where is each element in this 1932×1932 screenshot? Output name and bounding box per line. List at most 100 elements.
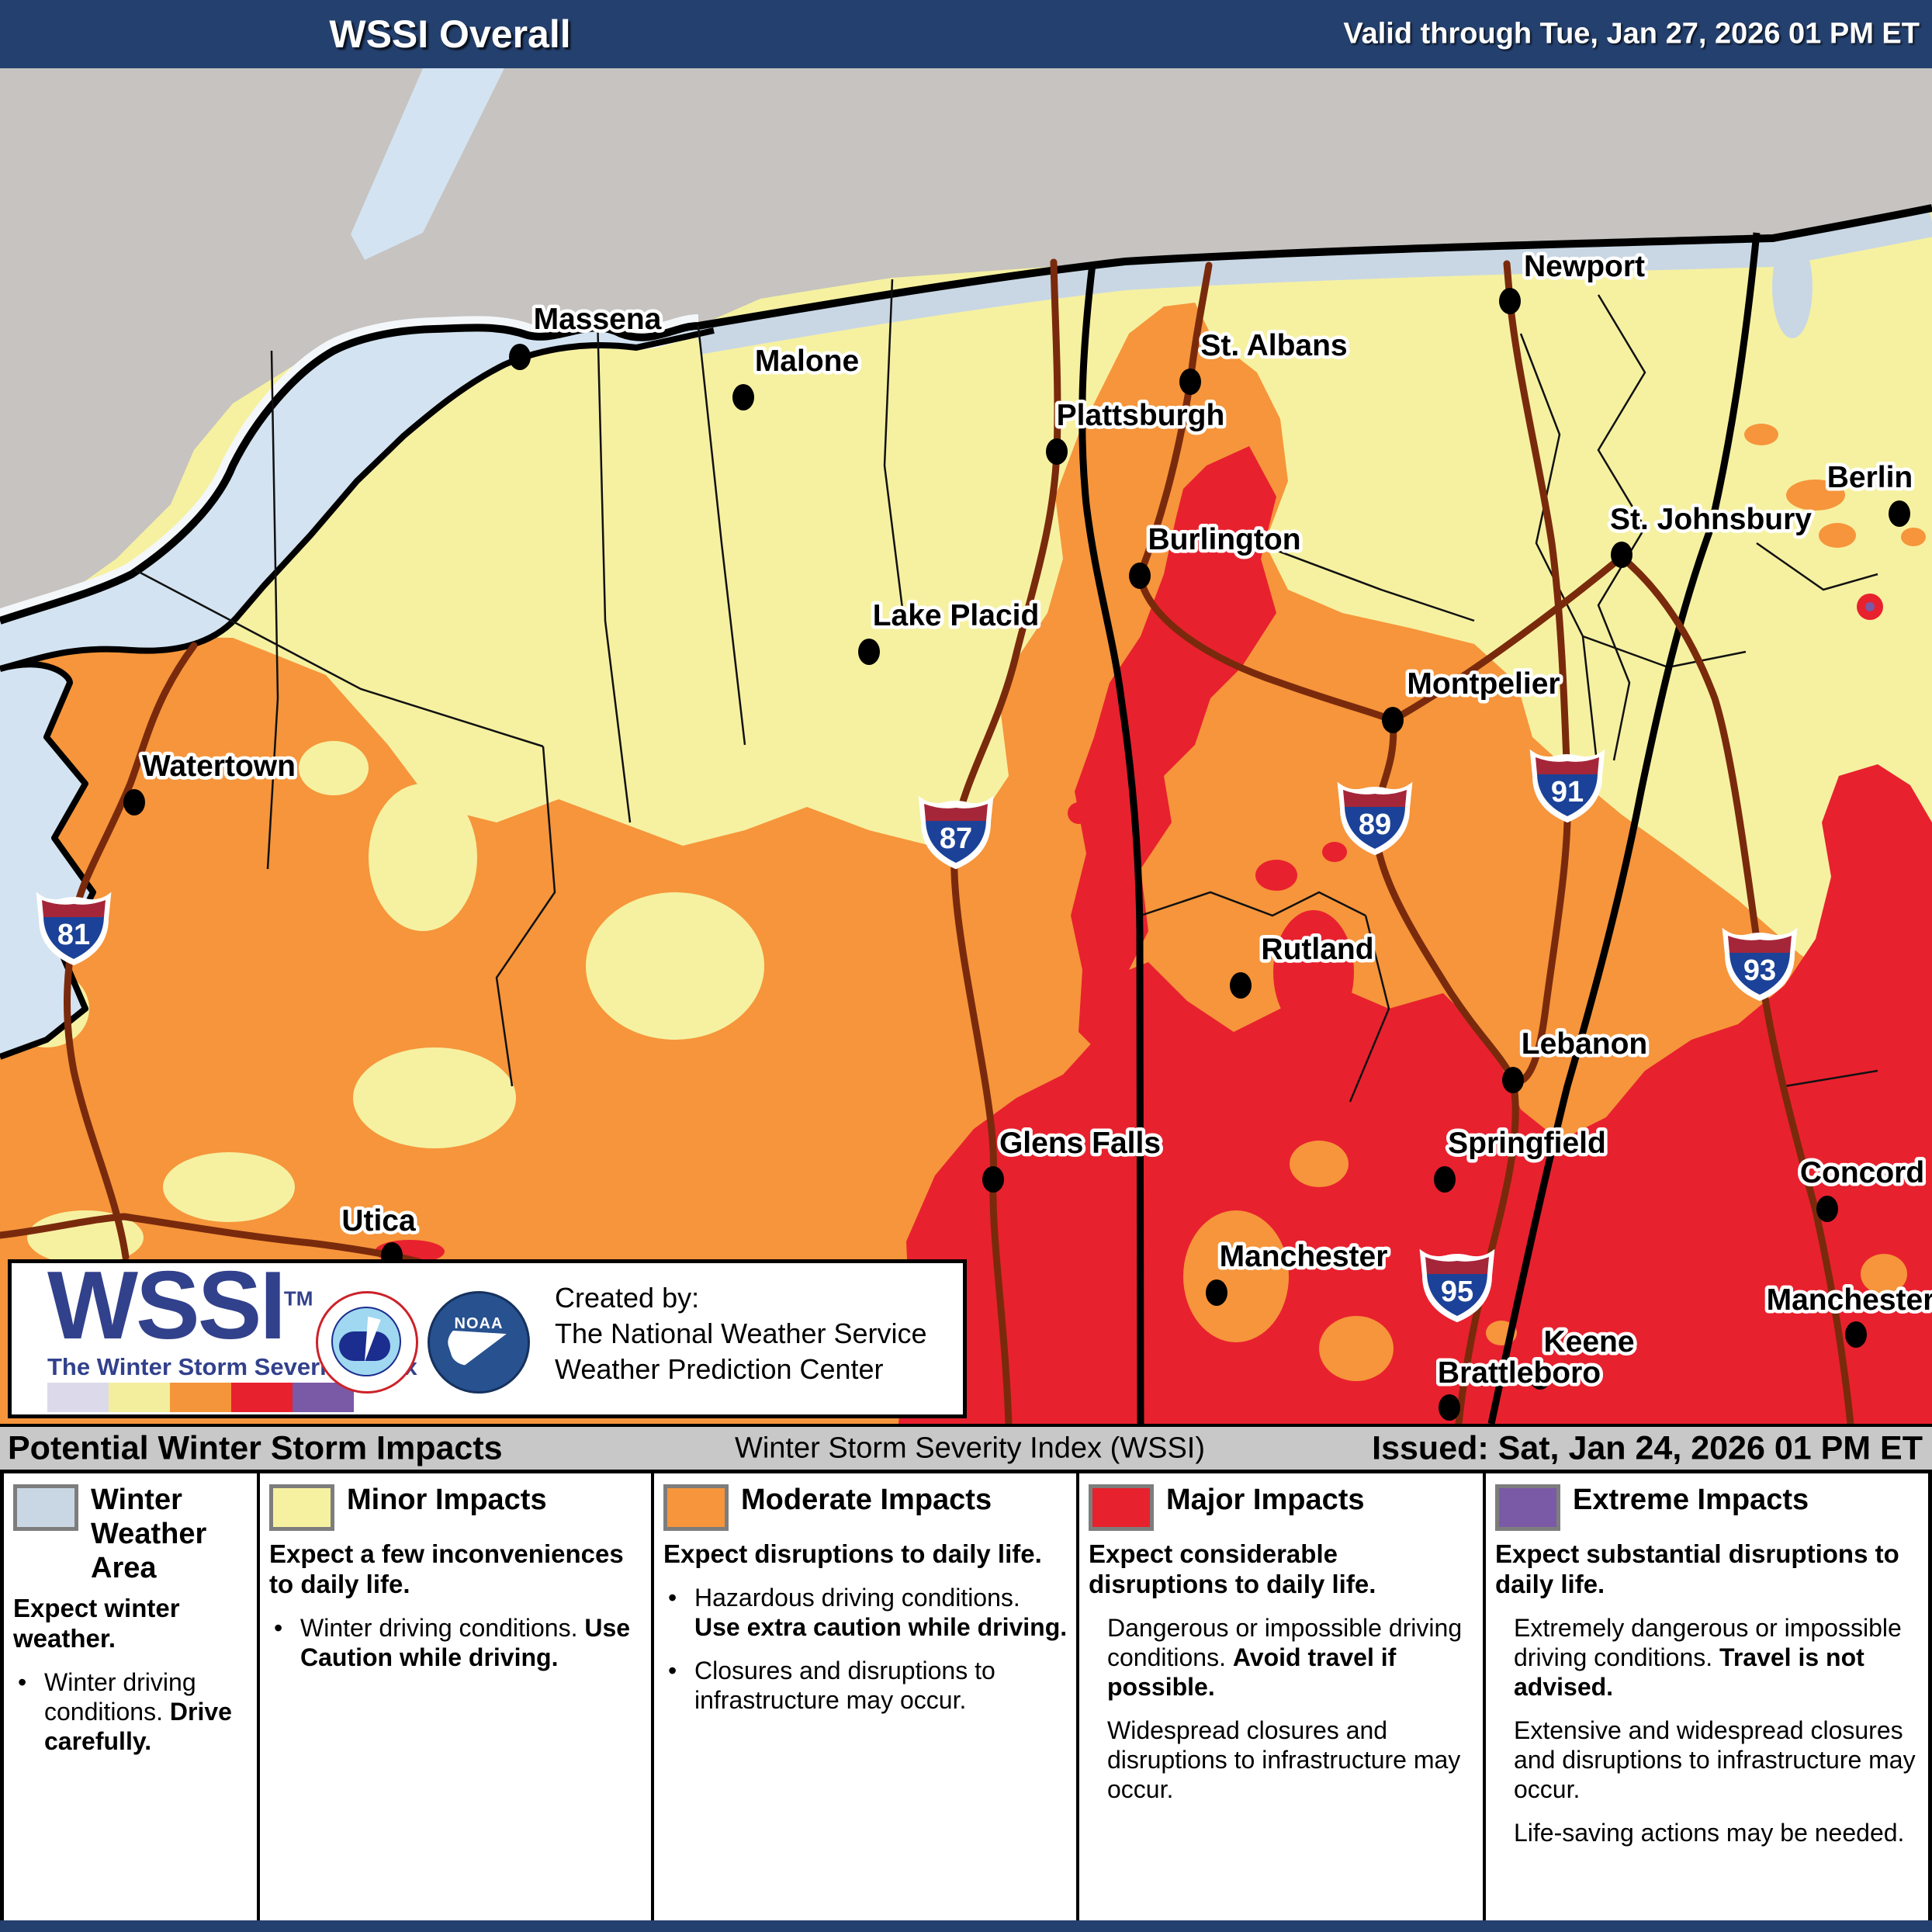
city-label: St. Johnsbury <box>1610 503 1812 536</box>
city-dot <box>982 1166 1004 1193</box>
wssi-logo-box: WSSITM The Winter Storm Severity Index N… <box>8 1252 967 1418</box>
scale-swatch <box>231 1383 293 1412</box>
noaa-label: NOAA <box>454 1315 504 1332</box>
status-bar: Potential Winter Storm Impacts Winter St… <box>0 1424 1932 1473</box>
road-i89 <box>1136 261 1517 1084</box>
legend-title: Major Impacts <box>1166 1484 1365 1516</box>
legend-lead: Expect substantial disruptions to daily … <box>1495 1539 1899 1598</box>
legend-item: Extremely dangerous or impossible drivin… <box>1514 1614 1902 1701</box>
moderate-spots <box>1744 424 1926 548</box>
bullet-icon: • <box>18 1668 27 1696</box>
created-by-text: Created by: The National Weather Service… <box>555 1280 927 1387</box>
canada-region <box>0 68 1932 621</box>
city-dot <box>1179 369 1201 395</box>
valid-through-text: Valid through Tue, Jan 27, 2026 01 PM ET <box>1343 17 1920 50</box>
nws-logo-icon <box>316 1291 418 1394</box>
legend-swatch <box>13 1484 78 1531</box>
city-dot <box>1046 438 1068 465</box>
city-dot <box>1889 500 1910 527</box>
city-label: Burlington <box>1148 523 1300 556</box>
legend-swatch <box>1495 1484 1560 1531</box>
winter-weather-notch <box>1772 236 1813 338</box>
st-lawrence-river <box>351 68 504 260</box>
city-dot <box>1816 1196 1838 1222</box>
city-dot <box>1434 1166 1456 1193</box>
impact-legend: Winter Weather Area Expect winter weather… <box>0 1473 1932 1920</box>
major-impacts-region <box>898 764 1932 1424</box>
legend-lead: Expect a few inconveniences to daily lif… <box>269 1539 624 1598</box>
shield-number: 87 <box>940 822 972 855</box>
city-dot <box>1206 1279 1227 1306</box>
road-ct-river <box>1455 1076 1519 1428</box>
city-label: Rutland <box>1261 933 1373 966</box>
legend-column-extreme-impacts: Extreme Impacts Expect substantial disrup… <box>1486 1473 1929 1920</box>
city-dot <box>1611 542 1633 568</box>
scale-swatch <box>47 1383 109 1412</box>
legend-title: Minor Impacts <box>347 1484 547 1516</box>
interstate-shields: 81 87 89 91 93 95 <box>36 751 1797 1322</box>
international-border <box>0 204 1932 625</box>
major-spine-region <box>1071 446 1276 1055</box>
legend-item: • Winter driving conditions. Drive carefu… <box>18 1668 232 1755</box>
status-left: Potential Winter Storm Impacts <box>8 1429 503 1466</box>
lake-ontario <box>0 664 93 1057</box>
city-dot <box>1529 1363 1551 1390</box>
city-dot <box>858 639 880 665</box>
city-label: Manchester <box>1767 1283 1932 1317</box>
shoreline <box>0 327 715 672</box>
bullet-icon: • <box>668 1584 677 1612</box>
interstate-91-shield: 91 <box>1530 751 1605 822</box>
city-label: Malone <box>755 345 859 378</box>
city-label: Keene <box>1543 1325 1634 1359</box>
moderate-islands-in-red <box>1183 1141 1907 1381</box>
city-label: Watertown <box>142 750 296 783</box>
city-label: Utica <box>341 1204 416 1238</box>
city-dot <box>1845 1321 1867 1348</box>
legend-lead: Expect winter weather. <box>13 1594 180 1653</box>
legend-item: • Closures and disruptions to infrastruct… <box>668 1657 995 1714</box>
state-borders <box>1079 232 1761 1425</box>
city-dot <box>732 384 754 410</box>
interstate-81-shield: 81 <box>36 894 111 965</box>
city-label: St. Albans <box>1200 329 1347 362</box>
trademark: TM <box>283 1286 313 1311</box>
legend-lead: Expect disruptions to daily life. <box>663 1539 1042 1568</box>
city-label: Montpelier <box>1407 667 1560 701</box>
bullet-icon: • <box>274 1614 283 1642</box>
city-dot <box>1129 563 1151 589</box>
shield-number: 81 <box>57 919 90 951</box>
legend-swatch <box>1089 1484 1154 1531</box>
road-montpelier-stj <box>1389 553 1626 724</box>
map-area: 81 87 89 91 93 95 Massena Malone Newport St. Alb… <box>0 68 1932 1428</box>
nws-inner-disk <box>331 1307 401 1376</box>
shield-number: 91 <box>1551 776 1584 808</box>
wssi-color-scale <box>47 1383 354 1412</box>
city-label: Massena <box>534 303 662 336</box>
extreme-spot <box>1865 602 1875 611</box>
shield-number: 95 <box>1441 1276 1473 1308</box>
legend-title: Extreme Impacts <box>1573 1484 1809 1516</box>
city-label: Concord <box>1800 1156 1924 1189</box>
city-dot <box>1439 1394 1460 1421</box>
city-label: Manchester <box>1220 1240 1388 1273</box>
legend-item: Widespread closures and disruptions to i… <box>1107 1716 1461 1803</box>
shield-number: 89 <box>1359 808 1391 841</box>
legend-item: Life-saving actions may be needed. <box>1514 1819 1905 1847</box>
city-markers: Massena Malone Newport St. Albans Plattsburg… <box>123 247 1932 1421</box>
legend-title: Moderate Impacts <box>741 1484 992 1516</box>
legend-swatch <box>663 1484 729 1531</box>
header-bar: WSSI Overall Valid through Tue, Jan 27, … <box>0 0 1932 68</box>
wssi-map: 81 87 89 91 93 95 Massena Malone Newport St. Alb… <box>0 68 1932 1428</box>
page-title: WSSI Overall <box>329 12 571 56</box>
status-issued: Issued: Sat, Jan 24, 2026 01 PM ET <box>1372 1429 1923 1466</box>
legend-column-minor-impacts: Minor Impacts Expect a few inconveniences… <box>260 1473 654 1920</box>
city-dot <box>123 789 145 815</box>
shield-number: 93 <box>1743 954 1776 987</box>
interstate-95-shield: 95 <box>1420 1251 1494 1322</box>
road-i91 <box>1503 260 1572 1085</box>
county-lines <box>135 279 1878 1103</box>
interstate-87-shield: 87 <box>919 798 993 869</box>
city-label: Lebanon <box>1522 1027 1648 1061</box>
city-label: Plattsburgh <box>1057 399 1225 432</box>
